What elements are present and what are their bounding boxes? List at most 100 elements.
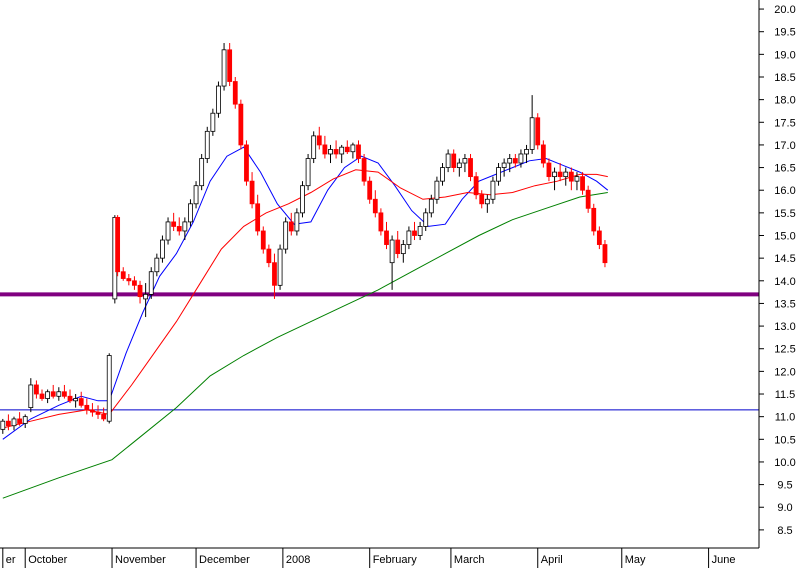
y-tick-label: 17.0 <box>774 140 795 152</box>
candle-body <box>378 212 384 232</box>
candle-body <box>596 230 602 245</box>
candle-body <box>132 280 137 286</box>
candle-body <box>143 293 149 300</box>
y-tick-label: 15.5 <box>774 208 795 220</box>
candle-body <box>535 117 541 146</box>
moving-average-line <box>2 169 608 429</box>
y-tick-label: 18.0 <box>774 95 795 107</box>
y-tick-label: 12.5 <box>774 344 795 356</box>
candle-body <box>78 398 84 406</box>
y-tick-label: 13.5 <box>774 298 795 310</box>
candle-body <box>322 144 328 155</box>
candle-body <box>232 81 238 105</box>
candle-body <box>171 221 177 227</box>
x-tick-label: 2008 <box>286 554 310 566</box>
candle-body <box>0 420 6 430</box>
candle-body <box>255 203 261 232</box>
x-tick-label: February <box>373 554 418 566</box>
y-tick-label: 14.0 <box>774 276 795 288</box>
candle-body <box>568 171 574 182</box>
y-tick-label: 13.0 <box>774 321 795 333</box>
candle-body <box>249 180 255 205</box>
y-tick-label: 14.5 <box>774 253 795 265</box>
candle-body <box>154 257 160 273</box>
candle-body <box>384 230 389 245</box>
candle-body <box>552 171 557 178</box>
y-tick-label: 8.5 <box>777 525 792 537</box>
candle-body <box>294 212 300 232</box>
candle-body <box>176 226 182 232</box>
candle-body <box>339 146 345 155</box>
candle-body <box>50 391 56 397</box>
candle-body <box>305 158 311 187</box>
candle-body <box>39 393 45 399</box>
candle-body <box>22 416 28 424</box>
candle-body <box>260 230 266 250</box>
candle-body <box>227 49 233 82</box>
candle-body <box>115 216 121 273</box>
candle-body <box>283 221 289 250</box>
y-tick-label: 19.5 <box>774 27 795 39</box>
x-tick-label: April <box>541 554 563 566</box>
candle-body <box>428 198 434 214</box>
y-tick-label: 11.0 <box>775 412 796 424</box>
candle-body <box>244 144 249 182</box>
candle-body <box>462 158 468 164</box>
candle-body <box>580 176 585 191</box>
candle-body <box>507 158 513 164</box>
candle-body <box>479 194 485 205</box>
y-tick-label: 20.0 <box>774 4 795 16</box>
candle-body <box>288 221 294 232</box>
candle-body <box>540 144 546 164</box>
x-tick-label: October <box>28 554 67 566</box>
candle-body <box>84 404 90 411</box>
candle-body <box>496 167 501 182</box>
candle-body <box>62 391 67 397</box>
y-tick-label: 16.5 <box>774 163 795 175</box>
y-tick-label: 16.0 <box>774 185 795 197</box>
candle-body <box>451 153 457 168</box>
candle-body <box>484 198 490 205</box>
candle-body <box>333 149 339 155</box>
moving-average-line <box>2 192 608 499</box>
candle-body <box>199 158 205 187</box>
candle-body <box>367 180 373 200</box>
candle-body <box>165 221 171 241</box>
y-axis: 8.5 9.0 9.5 10.0 10.5 11.0 11.5 12.0 12.5 13.0 13.… <box>758 0 796 548</box>
candle-body <box>456 162 462 168</box>
candle-body <box>423 212 429 227</box>
candle-body <box>11 418 17 427</box>
x-tick-label: March <box>454 554 485 566</box>
candle-body <box>473 176 479 196</box>
candle-body <box>137 284 143 298</box>
y-tick-label: 10.0 <box>774 457 795 469</box>
x-tick-label: er <box>6 554 16 566</box>
candle-body <box>328 149 333 155</box>
candle-body <box>73 398 79 402</box>
candle-body <box>45 391 51 399</box>
x-axis: er October November December 2008 February Mar… <box>0 547 759 568</box>
x-tick-label: June <box>712 554 736 566</box>
candle-body <box>361 158 367 182</box>
candle-body <box>557 171 563 178</box>
candle-body <box>120 271 126 279</box>
candle-body <box>106 355 112 422</box>
candle-body <box>67 395 73 402</box>
candle-body <box>311 135 317 159</box>
candle-body <box>445 153 451 168</box>
candle-body <box>434 180 440 200</box>
candle-body <box>512 158 518 164</box>
candle-body <box>188 203 193 223</box>
candle-body <box>546 162 552 178</box>
candle-body <box>574 176 580 182</box>
candle-body <box>529 117 535 150</box>
candle-body <box>17 418 23 424</box>
candle-body <box>160 239 165 259</box>
candle-body <box>204 130 210 159</box>
candle-body <box>34 384 39 395</box>
candle-body <box>221 49 227 87</box>
candle-body <box>591 207 597 232</box>
candle-body <box>266 248 272 264</box>
candle-body <box>56 391 62 397</box>
